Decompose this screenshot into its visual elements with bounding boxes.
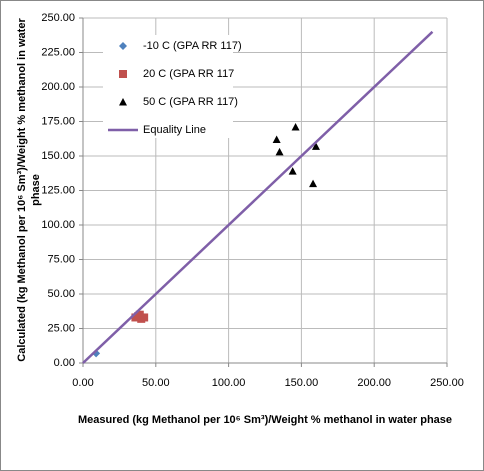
x-axis-label: Measured (kg Methanol per 10⁶ Sm³)/Weigh… [78,414,452,426]
x-tick-label: 150.00 [285,377,319,389]
point [140,313,149,322]
point [309,179,318,188]
y-tick-label: 175.00 [41,115,75,127]
x-tick-label: 0.00 [72,377,93,389]
point [311,142,320,150]
legend-label: 50 C (GPA RR 117) [143,96,238,108]
x-tick-label: 250.00 [430,377,464,389]
x-tick-label: 100.00 [212,377,246,389]
legend-label: Equality Line [143,124,206,136]
legend-swatch [119,42,127,50]
y-tick-label: 0.00 [54,357,75,369]
x-tick-label: 50.00 [142,377,170,389]
y-tick-label: 100.00 [41,219,75,231]
legend-swatch [119,98,127,106]
legend-box [103,35,233,138]
y-tick-label: 125.00 [41,184,75,196]
point [275,147,284,156]
point [135,310,144,319]
point [288,167,297,175]
y-tick-label: 250.00 [41,12,75,24]
y-tick-label: 200.00 [41,81,75,93]
equality-line [82,30,434,364]
y-tick-label: 225.00 [41,46,75,58]
point [291,123,300,131]
legend-label: 20 C (GPA RR 117 [143,68,234,80]
y-tick-label: 25.00 [47,322,75,334]
x-tick-label: 200.00 [357,377,391,389]
legend-swatch [119,70,127,78]
y-tick-label: 150.00 [41,150,75,162]
y-tick-label: 50.00 [47,288,75,300]
y-tick-label: 75.00 [47,253,75,265]
y-axis-label-line: phase [30,174,42,206]
point [272,135,281,143]
y-axis-label-line: Calculated (kg Methanol per 10⁶ Sm³)/Wei… [16,18,28,362]
y-axis-label: Calculated (kg Methanol per 10⁶ Sm³)/Wei… [16,18,42,362]
legend-label: -10 C (GPA RR 117) [143,40,242,52]
